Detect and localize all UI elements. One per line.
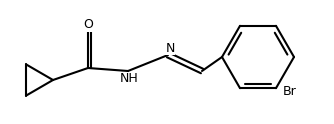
- Text: Br: Br: [283, 85, 297, 98]
- Text: NH: NH: [120, 73, 138, 86]
- Text: N: N: [165, 42, 175, 55]
- Text: O: O: [83, 18, 93, 31]
